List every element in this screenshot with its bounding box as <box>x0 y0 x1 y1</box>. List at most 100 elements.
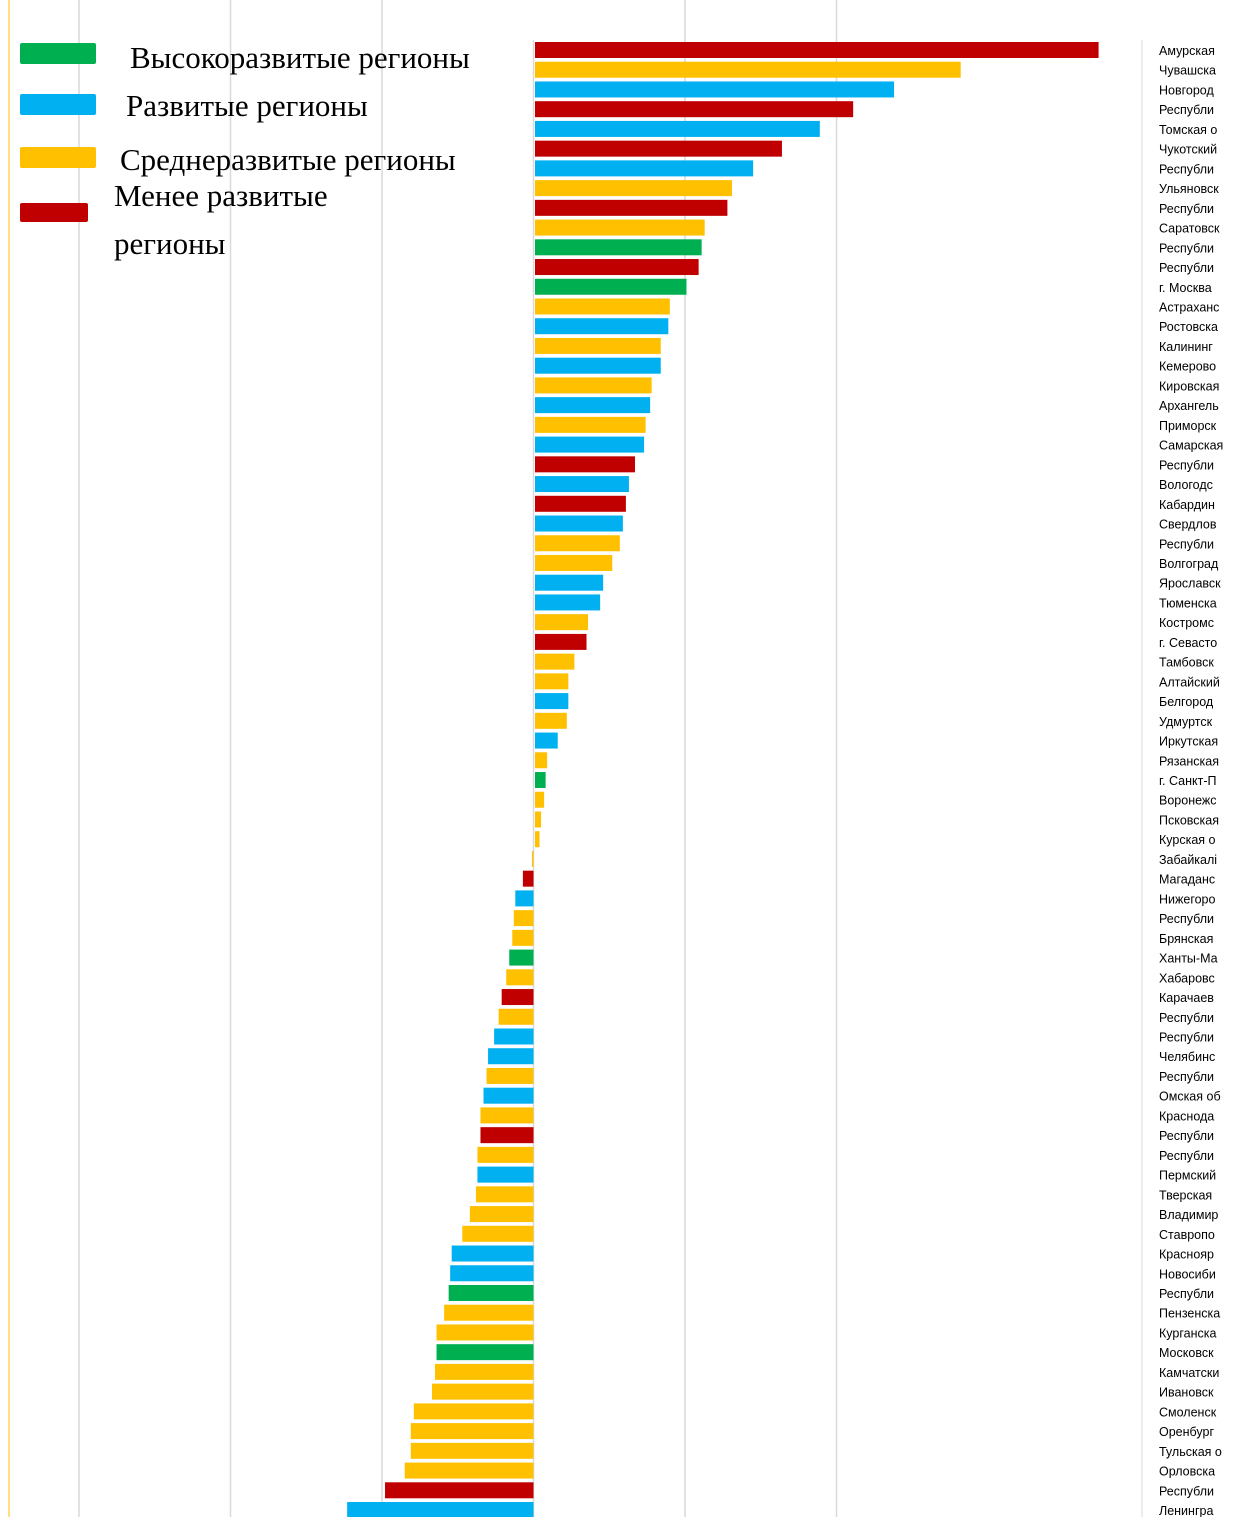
category-label: Тамбовск <box>1159 656 1214 670</box>
bar <box>535 752 548 769</box>
category-label: Курская о <box>1159 833 1216 847</box>
category-label: Удмуртск <box>1159 715 1213 729</box>
bar <box>522 870 534 887</box>
bars <box>347 42 1099 1517</box>
category-label: Белгород <box>1159 695 1214 709</box>
category-label: Ярославск <box>1159 577 1221 591</box>
category-label: г. Санкт-П <box>1159 774 1216 788</box>
bar <box>535 298 670 315</box>
bar <box>486 1067 534 1084</box>
category-label: Республи <box>1159 1149 1214 1163</box>
bar <box>515 890 534 907</box>
category-label: Чукотский <box>1159 143 1217 157</box>
category-label: Брянская <box>1159 932 1213 946</box>
bar <box>535 337 661 354</box>
legend-label: Развитые регионы <box>126 88 368 123</box>
category-label: Свердлов <box>1159 518 1217 532</box>
category-label: Рязанская <box>1159 754 1219 768</box>
bar <box>480 1107 534 1124</box>
bar <box>535 239 702 256</box>
category-label: Приморск <box>1159 419 1217 433</box>
category-label: Тюменска <box>1159 596 1217 610</box>
category-label: Республи <box>1159 1011 1214 1025</box>
category-label: Карачаев <box>1159 991 1214 1005</box>
bar <box>512 929 534 946</box>
bar <box>483 1087 534 1104</box>
category-label: Челябинс <box>1159 1050 1215 1064</box>
bar <box>451 1245 534 1262</box>
legend-swatch <box>20 94 96 115</box>
category-label: Республи <box>1159 1484 1214 1498</box>
category-label: Забайкалі <box>1159 853 1217 867</box>
category-label: Республи <box>1159 202 1214 216</box>
bar <box>535 318 669 335</box>
category-label: Томская о <box>1159 123 1217 137</box>
bar <box>535 554 613 571</box>
bar <box>535 772 546 789</box>
category-label: Республи <box>1159 241 1214 255</box>
bar <box>535 61 961 78</box>
category-label: Ханты-Ма <box>1159 952 1218 966</box>
bar <box>535 712 567 729</box>
category-label: Кировская <box>1159 379 1219 393</box>
bar <box>435 1363 534 1380</box>
category-label: Камчатски <box>1159 1366 1219 1380</box>
bar <box>513 910 534 927</box>
legend: Высокоразвитые регионы Развитые регионы Ср… <box>20 40 470 261</box>
bar <box>535 495 626 512</box>
legend-swatch <box>20 43 96 64</box>
bar <box>347 1502 534 1517</box>
bar <box>436 1344 534 1361</box>
bar <box>535 416 646 433</box>
bar <box>535 693 569 710</box>
category-label: Республи <box>1159 1129 1214 1143</box>
category-label: Архангель <box>1159 399 1219 413</box>
category-label: Чувашска <box>1159 64 1216 78</box>
bar <box>488 1048 534 1065</box>
legend-swatch <box>20 147 96 168</box>
category-label: Республи <box>1159 458 1214 472</box>
category-label: г. Севасто <box>1159 636 1217 650</box>
bar <box>535 259 699 276</box>
category-label: Республи <box>1159 537 1214 551</box>
bar <box>448 1284 534 1301</box>
category-label: Амурская <box>1159 44 1215 58</box>
category-label: Ивановск <box>1159 1386 1214 1400</box>
bar <box>535 594 601 611</box>
category-label: Иркутская <box>1159 735 1218 749</box>
bar <box>509 949 534 966</box>
bar <box>436 1324 534 1341</box>
bar <box>535 614 589 631</box>
bar <box>477 1166 534 1183</box>
bar <box>535 732 558 749</box>
category-label: Краснода <box>1159 1109 1214 1123</box>
category-label: Новосиби <box>1159 1267 1216 1281</box>
category-label: Ставропо <box>1159 1228 1215 1242</box>
category-label: Пензенска <box>1159 1307 1220 1321</box>
category-label: Тверская <box>1159 1188 1212 1202</box>
category-label: Республи <box>1159 912 1214 926</box>
bar <box>535 357 661 374</box>
bar <box>494 1028 534 1045</box>
category-label: Краснояр <box>1159 1248 1214 1262</box>
category-label: Калининг <box>1159 340 1213 354</box>
category-label: г. Москва <box>1159 281 1212 295</box>
bar <box>535 476 629 493</box>
bar <box>535 81 895 98</box>
category-label: Владимир <box>1159 1208 1218 1222</box>
bar <box>444 1304 534 1321</box>
legend-label: Менее развитые регионы <box>114 178 328 261</box>
category-label: Новгород <box>1159 83 1214 97</box>
category-label: Курганска <box>1159 1326 1216 1340</box>
category-label: Астраханс <box>1159 300 1219 314</box>
category-label: Тульская о <box>1159 1445 1222 1459</box>
bar <box>535 633 587 650</box>
bar <box>535 791 545 808</box>
bar <box>535 180 732 197</box>
category-label: Саратовск <box>1159 222 1220 236</box>
category-label: Республи <box>1159 1287 1214 1301</box>
category-label: Омская об <box>1159 1090 1221 1104</box>
category-label: Кабардин <box>1159 498 1215 512</box>
bar <box>535 278 687 295</box>
